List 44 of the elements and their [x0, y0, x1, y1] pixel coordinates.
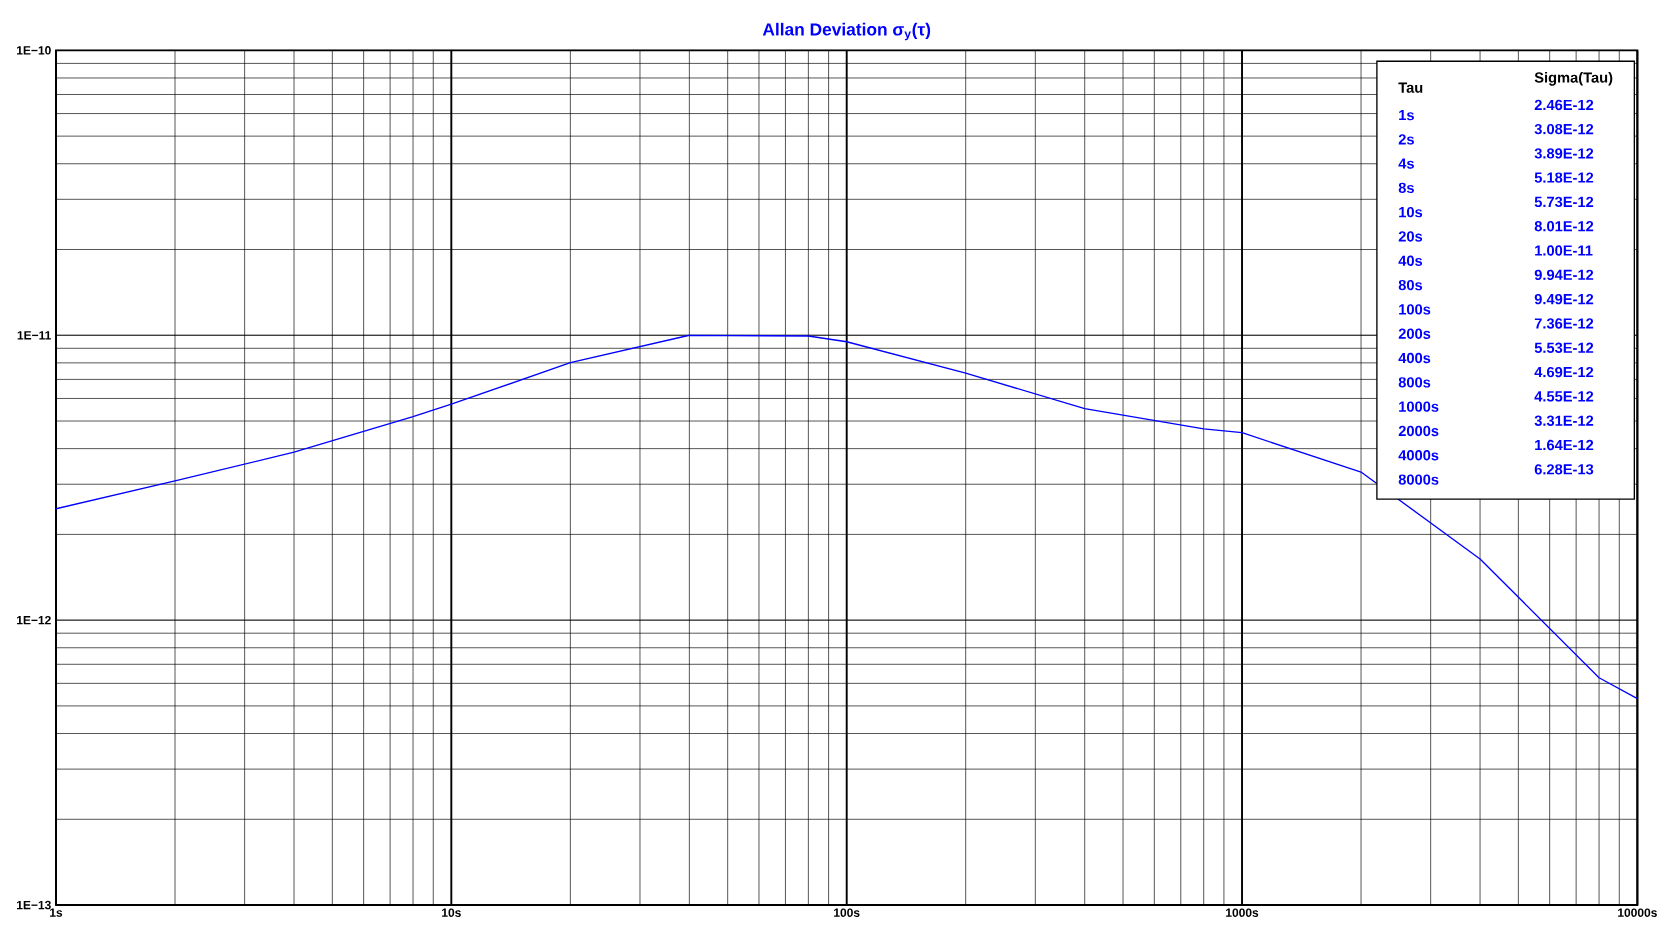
y-tick-label: 1E−12: [17, 615, 51, 625]
annotation: 10s: [1399, 206, 1423, 218]
annotation: 200s: [1398, 328, 1431, 339]
annotation: 9.49E-12: [1534, 293, 1594, 305]
y-tick-label: 1E−11: [17, 331, 51, 340]
annotation: 3.31E-12: [1534, 415, 1594, 426]
x-tick-label: 10s: [442, 908, 461, 917]
annotation: 9.94E-12: [1534, 269, 1594, 281]
annotation: 6.28E-13: [1534, 464, 1594, 475]
annotation: 1.00E-11: [1535, 245, 1593, 256]
annotation: 8s: [1398, 182, 1414, 194]
annotation: 4000s: [1398, 450, 1439, 461]
annotation: 40s: [1398, 255, 1423, 266]
annotation: 5.53E-12: [1534, 342, 1594, 353]
y-tick-label: 1E−10: [17, 46, 51, 55]
annotation: 20s: [1398, 231, 1423, 242]
annotation: 400s: [1398, 352, 1431, 364]
annotation: 4.55E-12: [1534, 391, 1594, 402]
annotation: 80s: [1398, 279, 1423, 291]
chart-title: Allan Deviation σ$_{y}$(τ): [762, 22, 931, 41]
annotation: 3.89E-12: [1534, 148, 1594, 159]
annotation: 1s: [1399, 109, 1414, 121]
annotation: Sigma(Tau): [1534, 71, 1613, 86]
annotation: 5.73E-12: [1534, 196, 1594, 208]
annotation: 3.08E-12: [1534, 123, 1594, 135]
annotation: 8000s: [1398, 474, 1439, 485]
x-tick-label: 1s: [50, 908, 63, 917]
annotation: 4s: [1398, 158, 1414, 169]
x-tick-label: 1000s: [1226, 908, 1259, 917]
annotation: 4.69E-12: [1534, 366, 1594, 378]
annotation: 1000s: [1399, 401, 1439, 412]
annotation: 1.64E-12: [1535, 439, 1594, 451]
y-tick-label: 1E−13: [17, 900, 51, 910]
x-tick-label: 100s: [834, 908, 860, 917]
annotation: 100s: [1399, 304, 1431, 315]
annotation: 2s: [1398, 134, 1414, 145]
annotation: 2000s: [1398, 425, 1439, 437]
annotation: 2.46E-12: [1534, 99, 1594, 111]
annotation: 800s: [1398, 377, 1431, 388]
annotation: 7.36E-12: [1534, 318, 1594, 329]
annotation: 8.01E-12: [1534, 221, 1594, 232]
annotation: 5.18E-12: [1534, 172, 1594, 183]
annotation: Tau: [1398, 82, 1423, 93]
x-tick-label: 10000s: [1618, 908, 1657, 917]
